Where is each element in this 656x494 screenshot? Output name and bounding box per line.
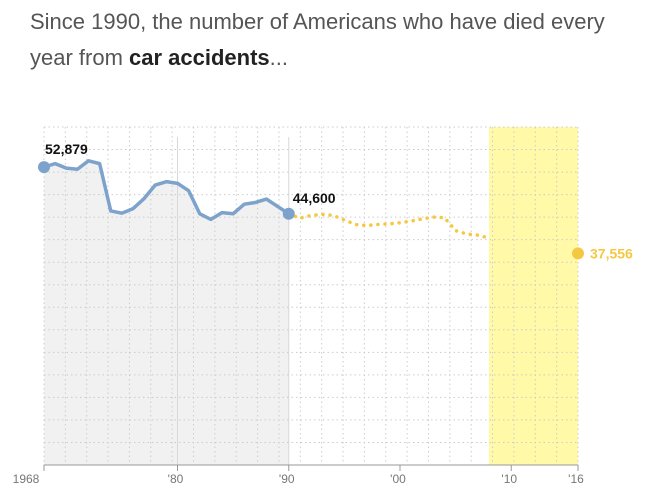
data-point-label: 37,556	[590, 245, 633, 261]
headline-emphasis: car accidents	[129, 45, 270, 70]
x-tick-label: '90	[279, 472, 295, 486]
x-tick-label: '16	[568, 472, 584, 486]
data-point-marker	[572, 247, 584, 260]
headline-prefix: Since 1990, the number of Americans who …	[30, 9, 605, 70]
x-tick-label: 1968	[13, 472, 40, 486]
data-point-label: 44,600	[293, 190, 336, 206]
data-point-marker	[282, 207, 295, 220]
past-area-fill	[44, 160, 289, 466]
data-point-label: 52,879	[45, 141, 88, 157]
x-tick-label: '10	[501, 472, 517, 486]
x-tick-label: '00	[390, 472, 406, 486]
actual-series-line	[42, 159, 291, 222]
headline-suffix: ...	[269, 45, 289, 70]
highlight-band	[489, 127, 578, 465]
chart-headline: Since 1990, the number of Americans who …	[30, 4, 640, 76]
x-tick-label: '80	[168, 472, 184, 486]
forecast-series-line	[287, 212, 491, 240]
data-point-marker	[38, 161, 50, 174]
